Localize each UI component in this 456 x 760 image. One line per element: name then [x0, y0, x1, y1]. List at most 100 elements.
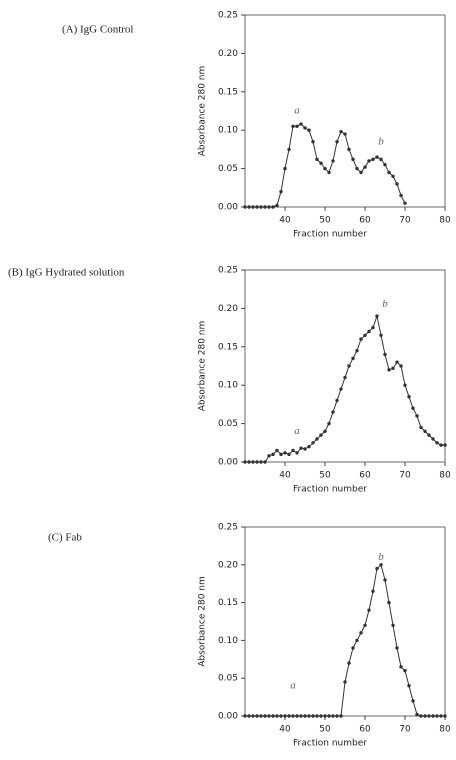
data-point — [399, 665, 403, 669]
panel-label: (C) Fab — [48, 532, 82, 544]
data-point — [367, 159, 371, 163]
data-point — [323, 714, 327, 718]
data-point — [307, 128, 311, 132]
data-point — [435, 714, 439, 718]
x-tick-label: 40 — [279, 471, 291, 481]
x-tick-label: 70 — [399, 725, 411, 735]
data-point — [315, 714, 319, 718]
data-point — [339, 130, 343, 134]
data-point — [431, 437, 435, 441]
panel-label: (B) IgG Hydrated solution — [8, 267, 125, 279]
y-tick-label: 0.20 — [218, 560, 238, 570]
data-point — [363, 333, 367, 337]
y-tick-label: 0.20 — [218, 49, 238, 59]
plot-frame — [244, 269, 446, 463]
data-point — [423, 429, 427, 433]
data-point — [275, 714, 279, 718]
x-tick-label: 80 — [439, 471, 451, 481]
data-point — [251, 714, 255, 718]
data-point — [287, 714, 291, 718]
data-point — [243, 460, 247, 464]
data-point — [323, 166, 327, 171]
x-tick-label: 80 — [439, 216, 451, 226]
data-point — [387, 170, 391, 175]
data-point — [307, 714, 311, 718]
data-point — [263, 714, 267, 718]
x-axis-label: Fraction number — [293, 739, 367, 749]
data-point — [259, 205, 263, 209]
x-tick-label: 40 — [279, 216, 291, 226]
data-point — [343, 680, 347, 684]
y-tick-label: 0.15 — [218, 598, 238, 608]
y-tick-label: 0.25 — [218, 523, 238, 533]
data-point — [415, 712, 419, 717]
data-point — [419, 714, 423, 718]
data-point — [267, 205, 271, 209]
data-point — [403, 383, 407, 387]
annotation: a — [294, 105, 300, 117]
annotation: a — [294, 425, 300, 437]
data-point — [347, 364, 351, 368]
data-point — [395, 182, 399, 186]
x-tick-label: 60 — [359, 725, 371, 735]
data-point — [395, 360, 399, 364]
data-point — [259, 714, 263, 718]
data-point — [327, 421, 331, 426]
data-point — [351, 157, 355, 162]
data-point — [307, 444, 311, 449]
panel-label: (A) IgG Control — [62, 24, 134, 36]
data-point — [347, 661, 351, 665]
data-line — [245, 563, 445, 717]
data-point — [243, 714, 247, 718]
data-point — [431, 714, 435, 718]
data-point — [343, 132, 347, 136]
y-tick-label: 0.05 — [218, 674, 238, 684]
data-point — [291, 448, 295, 453]
data-point — [251, 205, 255, 209]
data-point — [415, 414, 419, 418]
data-point — [375, 566, 379, 571]
data-point — [295, 124, 299, 129]
data-point — [383, 578, 387, 582]
data-point — [263, 205, 267, 209]
data-point — [391, 623, 395, 627]
data-point — [419, 425, 423, 430]
data-point — [303, 714, 307, 718]
data-point — [315, 437, 319, 441]
data-point — [399, 193, 403, 198]
data-point — [259, 460, 263, 464]
data-point — [267, 714, 271, 718]
data-point — [283, 166, 287, 171]
data-point — [283, 714, 287, 718]
data-point — [319, 161, 323, 165]
data-point — [399, 364, 403, 368]
y-tick-label: 0.15 — [218, 342, 238, 352]
x-tick-label: 50 — [319, 725, 331, 735]
data-point — [271, 452, 275, 457]
annotation: b — [382, 298, 388, 310]
data-point — [411, 406, 415, 410]
plot-frame — [244, 526, 446, 717]
data-point — [299, 446, 303, 450]
data-point — [247, 205, 251, 209]
x-tick-label: 70 — [399, 471, 411, 481]
data-point — [359, 170, 363, 175]
y-tick-label: 0.00 — [218, 712, 238, 722]
data-point — [327, 170, 331, 175]
data-point — [435, 441, 439, 445]
data-point — [291, 714, 295, 718]
data-point — [443, 443, 447, 447]
data-point — [311, 441, 315, 445]
data-point — [355, 166, 359, 171]
x-axis-label: Fraction number — [293, 485, 367, 495]
data-point — [411, 699, 415, 703]
data-point — [283, 451, 287, 455]
data-point — [363, 623, 367, 627]
data-point — [335, 714, 339, 718]
data-point — [299, 122, 303, 126]
data-point — [247, 460, 251, 464]
data-point — [359, 631, 363, 635]
data-point — [383, 352, 387, 357]
data-point — [383, 163, 387, 167]
